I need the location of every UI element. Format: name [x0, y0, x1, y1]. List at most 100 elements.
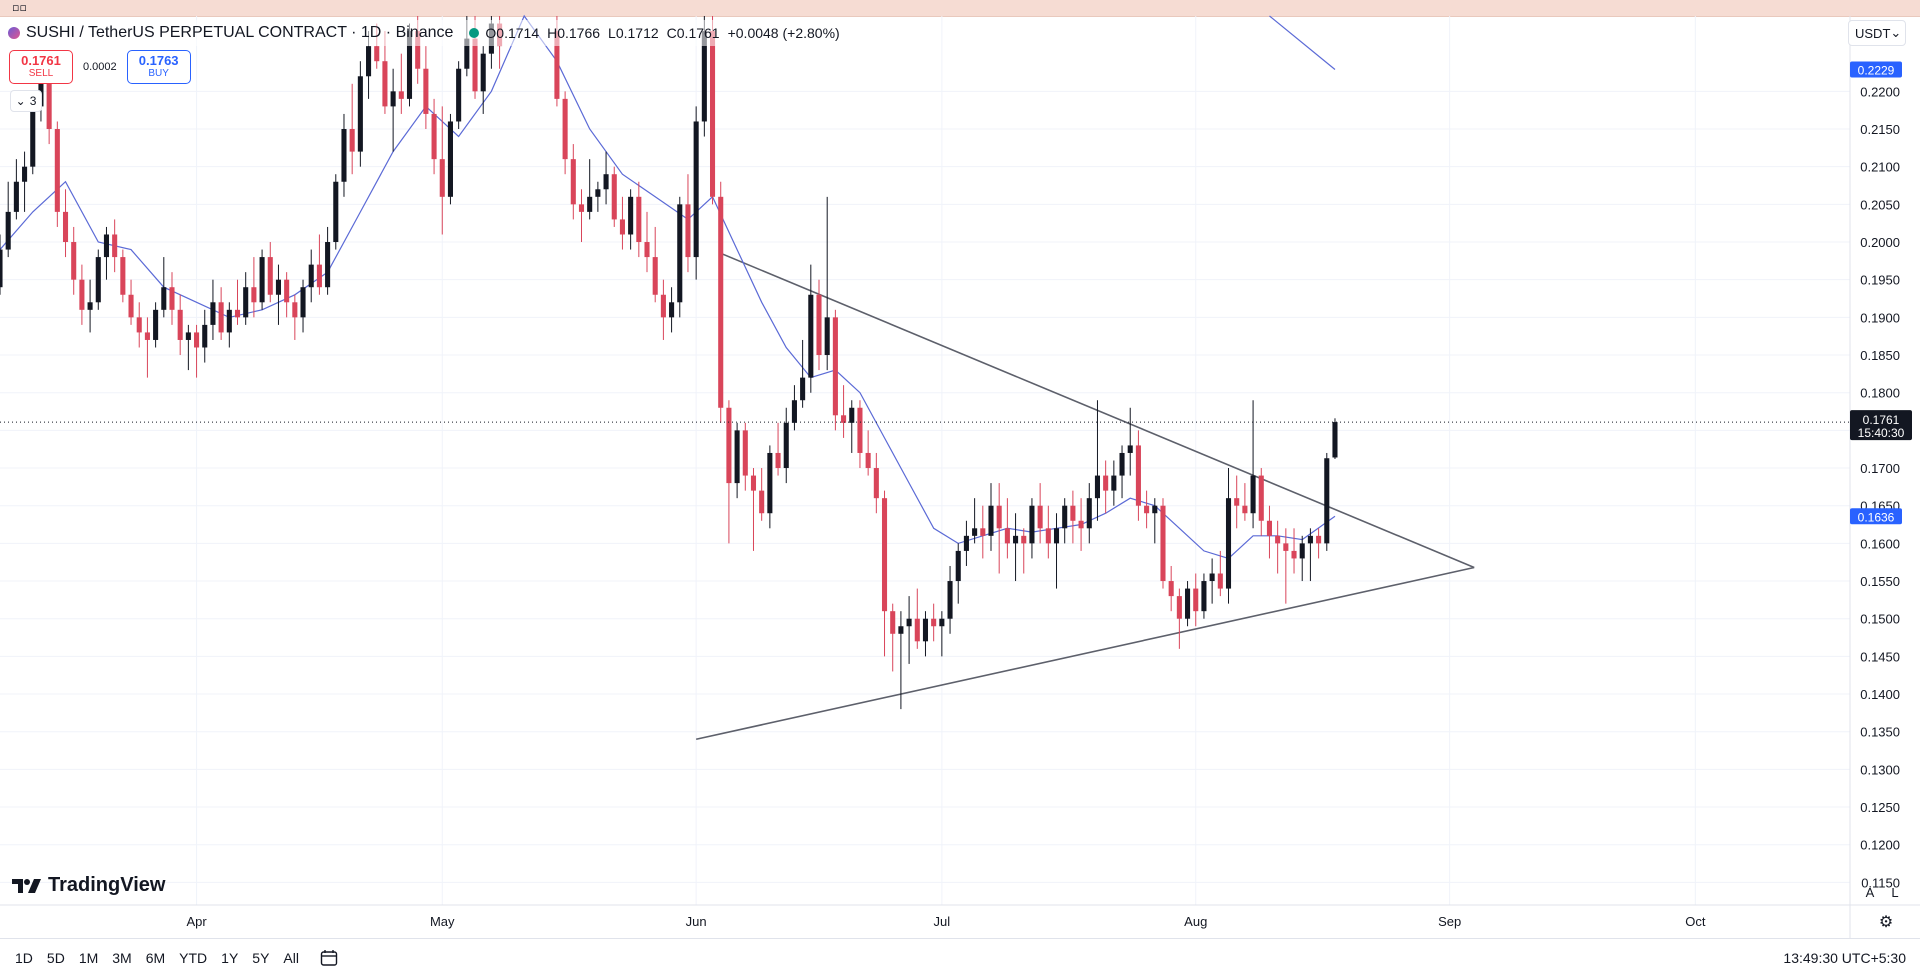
candle[interactable]	[644, 211, 650, 273]
candle[interactable]	[873, 452, 879, 514]
candle[interactable]	[669, 287, 675, 333]
candle[interactable]	[480, 46, 486, 114]
candle[interactable]	[726, 400, 732, 544]
candle[interactable]	[284, 272, 290, 318]
candle[interactable]	[980, 505, 986, 559]
candle[interactable]	[1201, 573, 1207, 619]
range-button-all[interactable]: All	[283, 949, 299, 966]
candle[interactable]	[898, 611, 904, 710]
candle[interactable]	[95, 249, 101, 310]
candle[interactable]	[931, 603, 937, 642]
candle[interactable]	[120, 249, 126, 303]
candle[interactable]	[849, 400, 855, 453]
range-button-5y[interactable]: 5Y	[252, 949, 270, 966]
candle[interactable]	[1307, 528, 1313, 582]
range-button-1d[interactable]: 1D	[15, 949, 33, 966]
candle[interactable]	[865, 430, 871, 476]
range-button-5d[interactable]: 5D	[46, 949, 65, 966]
candle[interactable]	[800, 339, 806, 408]
candle[interactable]	[423, 46, 429, 130]
candle[interactable]	[677, 196, 683, 318]
candle[interactable]	[1013, 513, 1019, 582]
candle[interactable]	[1283, 528, 1289, 604]
candle[interactable]	[1275, 520, 1281, 574]
candle[interactable]	[1193, 573, 1199, 627]
candle[interactable]	[308, 249, 314, 303]
candle[interactable]	[1266, 505, 1272, 559]
candle[interactable]	[1004, 498, 1010, 559]
range-button-ytd[interactable]: YTD	[179, 949, 208, 966]
candle[interactable]	[234, 279, 241, 325]
candle[interactable]	[202, 309, 208, 363]
candle[interactable]	[603, 151, 609, 205]
candle[interactable]	[587, 159, 593, 220]
candle[interactable]	[1291, 528, 1297, 574]
candle[interactable]	[1332, 418, 1338, 459]
candle[interactable]	[1127, 407, 1133, 476]
candle[interactable]	[1176, 588, 1182, 649]
candle[interactable]	[709, 16, 716, 205]
candle[interactable]	[103, 226, 110, 280]
candle[interactable]	[5, 181, 11, 258]
candle[interactable]	[390, 68, 396, 152]
indicators-toggle[interactable]: ⌄ 3	[10, 90, 42, 112]
candle[interactable]	[841, 385, 847, 438]
candle[interactable]	[218, 287, 224, 340]
candle[interactable]	[136, 302, 142, 348]
candle[interactable]	[1225, 468, 1232, 604]
candle[interactable]	[767, 445, 773, 529]
candle[interactable]	[177, 294, 183, 356]
candle[interactable]	[808, 264, 814, 393]
candle[interactable]	[1168, 565, 1174, 612]
candle[interactable]	[259, 249, 265, 310]
calendar-goto-icon[interactable]	[318, 947, 340, 969]
candle[interactable]	[300, 279, 306, 333]
auto-scale-button[interactable]: A	[1865, 884, 1875, 900]
candle[interactable]	[750, 468, 757, 551]
candle[interactable]	[325, 226, 331, 295]
candle[interactable]	[357, 61, 363, 167]
candle[interactable]	[922, 611, 929, 657]
candle[interactable]	[398, 53, 404, 114]
candle[interactable]	[251, 257, 257, 318]
candle[interactable]	[775, 422, 781, 476]
symbol-title[interactable]: SUSHI / TetherUS PERPETUAL CONTRACT · 1D…	[26, 24, 454, 41]
range-button-6m[interactable]: 6M	[145, 949, 166, 966]
candle[interactable]	[660, 279, 666, 340]
candle[interactable]	[1250, 400, 1256, 529]
candle[interactable]	[1299, 535, 1305, 582]
candle[interactable]	[1135, 430, 1141, 521]
clock-timezone[interactable]: 13:49:30 UTC+5:30	[1783, 949, 1906, 966]
candle[interactable]	[636, 181, 642, 258]
candle[interactable]	[71, 226, 77, 295]
candle[interactable]	[734, 422, 740, 499]
candle[interactable]	[1258, 468, 1264, 536]
candle[interactable]	[349, 83, 355, 175]
candle[interactable]	[1053, 513, 1060, 589]
candle[interactable]	[1185, 581, 1191, 627]
buy-button[interactable]: 0.1763 BUY	[126, 50, 191, 84]
candle[interactable]	[595, 181, 601, 212]
candle[interactable]	[1045, 505, 1051, 559]
candle[interactable]	[1103, 460, 1109, 514]
candle[interactable]	[333, 174, 339, 250]
candle[interactable]	[1021, 528, 1027, 574]
candle[interactable]	[0, 234, 3, 295]
candle[interactable]	[13, 159, 19, 220]
candle[interactable]	[431, 98, 437, 175]
candle[interactable]	[570, 144, 576, 220]
candle[interactable]	[1078, 498, 1084, 551]
candle[interactable]	[1324, 452, 1330, 551]
candle[interactable]	[243, 272, 249, 325]
gear-icon[interactable]: ⚙	[1878, 914, 1894, 931]
candle[interactable]	[1144, 490, 1150, 529]
candle[interactable]	[890, 603, 896, 672]
candle[interactable]	[832, 309, 838, 431]
candle[interactable]	[1152, 498, 1158, 544]
candle[interactable]	[292, 294, 298, 340]
candle[interactable]	[996, 483, 1002, 574]
candle[interactable]	[1217, 550, 1223, 597]
candle[interactable]	[955, 543, 961, 604]
candle[interactable]	[963, 520, 969, 566]
candle[interactable]	[824, 196, 830, 371]
